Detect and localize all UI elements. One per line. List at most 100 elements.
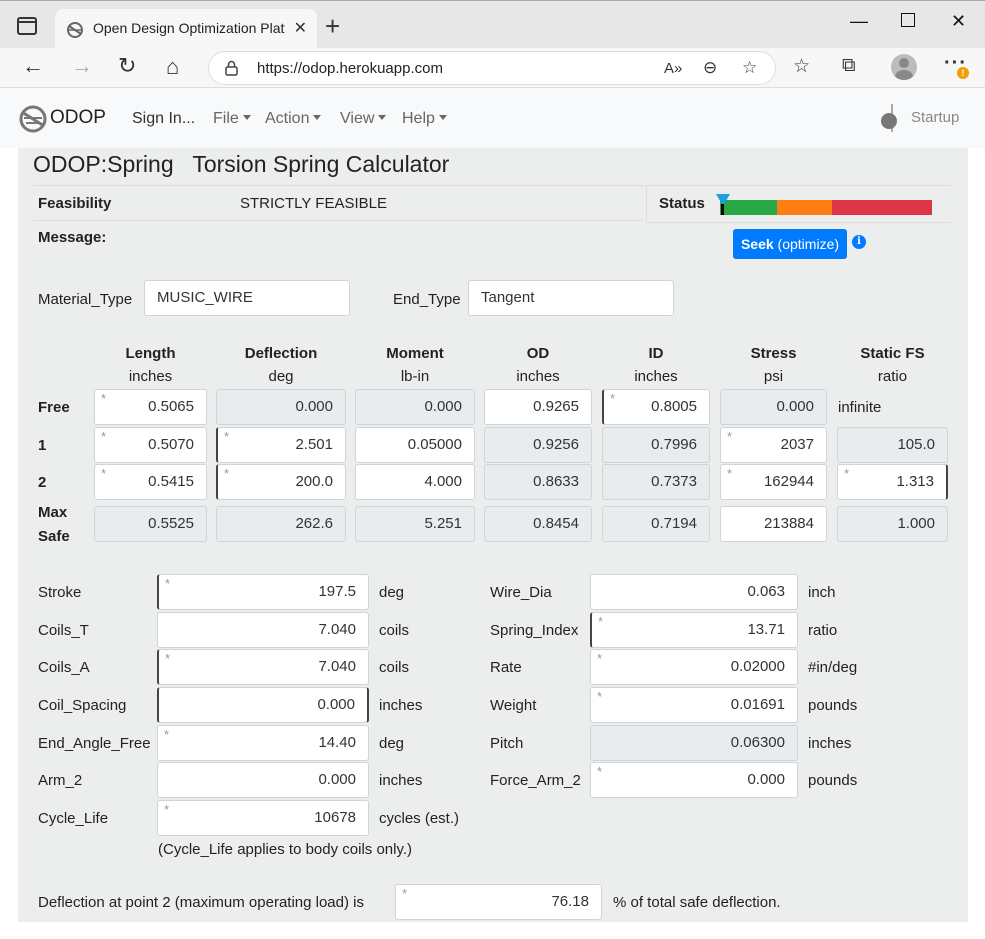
table-cell-field[interactable]: * 162944 [720,464,827,500]
table-cell-value: 0.5070 [148,436,194,453]
maximize-icon[interactable] [901,13,915,27]
table-cell-field: 0.000 [216,389,346,425]
new-tab-icon[interactable]: + [325,11,341,41]
table-cell-field[interactable]: * 0.5065 [94,389,207,425]
sidebar-toggle-icon[interactable] [17,17,37,35]
refresh-icon[interactable]: ↻ [118,53,137,78]
param-value: 0.063 [747,583,785,600]
lock-icon [225,60,238,76]
column-header: Length [125,345,176,362]
param-field[interactable]: * 0.000 [590,762,798,798]
row-label: 2 [38,474,47,491]
table-cell-field[interactable]: * 2037 [720,427,827,463]
file-menu[interactable]: File [213,110,251,128]
table-cell-field: 0.000 [355,389,475,425]
param-unit: cycles (est.) [379,810,460,827]
param-field[interactable]: * 0.01691 [590,687,798,723]
help-caret-icon [438,115,447,120]
param-field: 0.06300 [590,725,798,761]
profile-avatar[interactable] [891,54,917,80]
back-icon[interactable]: ← [22,53,44,78]
column-header: Static FS [860,345,925,362]
param-field[interactable]: 0.000 [157,762,369,798]
info-icon[interactable]: i [852,235,866,249]
table-cell-field: 262.6 [216,506,346,542]
star-marker: * [727,429,733,444]
column-unit: psi [763,368,784,385]
end-type-select[interactable]: Tangent [468,280,674,316]
param-unit: pounds [808,772,858,789]
zoom-icon[interactable]: ⊖ [703,58,718,77]
brand[interactable]: ODOP [50,107,106,128]
close-window-icon[interactable]: ✕ [951,11,967,31]
table-cell-value: 0.9256 [533,436,579,453]
param-field[interactable]: 7.040 [157,612,369,648]
add-favorite-icon[interactable]: ☆ [742,58,758,77]
table-cell-text: infinite [838,399,882,416]
startup-label[interactable]: Startup [911,109,960,126]
minimize-icon[interactable]: — [850,11,868,31]
param-field[interactable]: * 13.71 [590,612,798,648]
deflection-percent-field[interactable]: * 76.18 [395,884,602,920]
material-type-select[interactable]: MUSIC_WIRE [144,280,350,316]
table-cell-value: 1.313 [896,473,934,490]
param-field[interactable]: * 7.040 [157,649,369,685]
param-label: Stroke [38,584,82,601]
row-label: 1 [38,437,47,454]
material-type-label: Material_Type [38,291,133,308]
table-cell-field[interactable]: 213884 [720,506,827,542]
main-panel: ODOP:Spring Torsion Spring Calculator Fe… [18,148,968,922]
odop-favicon-icon [67,22,83,38]
table-cell-value: 0.5065 [148,398,194,415]
param-field[interactable]: 0.063 [590,574,798,610]
browser-tab[interactable]: Open Design Optimization Platfo ✕ [55,9,317,49]
param-field[interactable]: * 14.40 [157,725,369,761]
action-menu[interactable]: Action [265,110,322,128]
table-cell-value: 200.0 [295,473,333,490]
table-cell-field: 0.8633 [484,464,592,500]
page-title: ODOP:Spring Torsion Spring Calculator [33,151,450,177]
star-marker: * [224,466,230,481]
param-unit: inches [379,772,423,789]
home-icon[interactable]: ⌂ [166,54,180,79]
param-label: Pitch [490,735,524,752]
table-cell-field[interactable]: * 0.5070 [94,427,207,463]
sign-in-link[interactable]: Sign In... [132,110,196,127]
param-label: Spring_Index [490,622,579,639]
param-label: Weight [490,697,537,714]
table-cell-field[interactable]: * 2.501 [216,427,346,463]
startup-icon[interactable] [878,102,906,134]
param-field[interactable]: 0.000 [157,687,369,723]
table-cell-field[interactable]: * 200.0 [216,464,346,500]
table-cell-field[interactable]: * 1.313 [837,464,948,500]
help-menu[interactable]: Help [402,110,447,128]
table-cell-field[interactable]: 4.000 [355,464,475,500]
table-cell-field[interactable]: * 0.8005 [602,389,710,425]
param-field[interactable]: * 0.02000 [590,649,798,685]
collections-icon[interactable]: ⧉ [842,55,856,76]
view-menu[interactable]: View [340,110,387,128]
forward-icon[interactable]: → [71,53,93,78]
seek-optimize-button[interactable]: Seek (optimize) [733,229,847,259]
param-field[interactable]: * 197.5 [157,574,369,610]
star-marker: * [164,802,170,817]
address-bar[interactable]: https://odop.herokuapp.com A» ⊖ ☆ [208,51,776,85]
param-field[interactable]: * 10678 [157,800,369,836]
param-label: Coils_T [38,622,89,639]
param-unit: inch [808,584,836,601]
table-cell-field[interactable]: * 0.5415 [94,464,207,500]
feasibility-label: Feasibility [38,195,112,212]
read-aloud-icon[interactable]: A» [664,60,683,77]
column-header: ID [648,345,664,362]
table-cell-value: 5.251 [424,515,462,532]
table-cell-field[interactable]: 0.9265 [484,389,592,425]
table-cell-field: 105.0 [837,427,948,463]
table-cell-value: 105.0 [897,436,935,453]
favorites-icon[interactable]: ☆ [793,56,811,77]
table-cell-field[interactable]: 0.05000 [355,427,475,463]
param-value: 0.000 [318,771,356,788]
star-marker: * [598,614,604,629]
tab-close-icon[interactable]: ✕ [293,20,307,37]
status-red-segment [832,200,932,215]
param-unit: inches [379,697,423,714]
